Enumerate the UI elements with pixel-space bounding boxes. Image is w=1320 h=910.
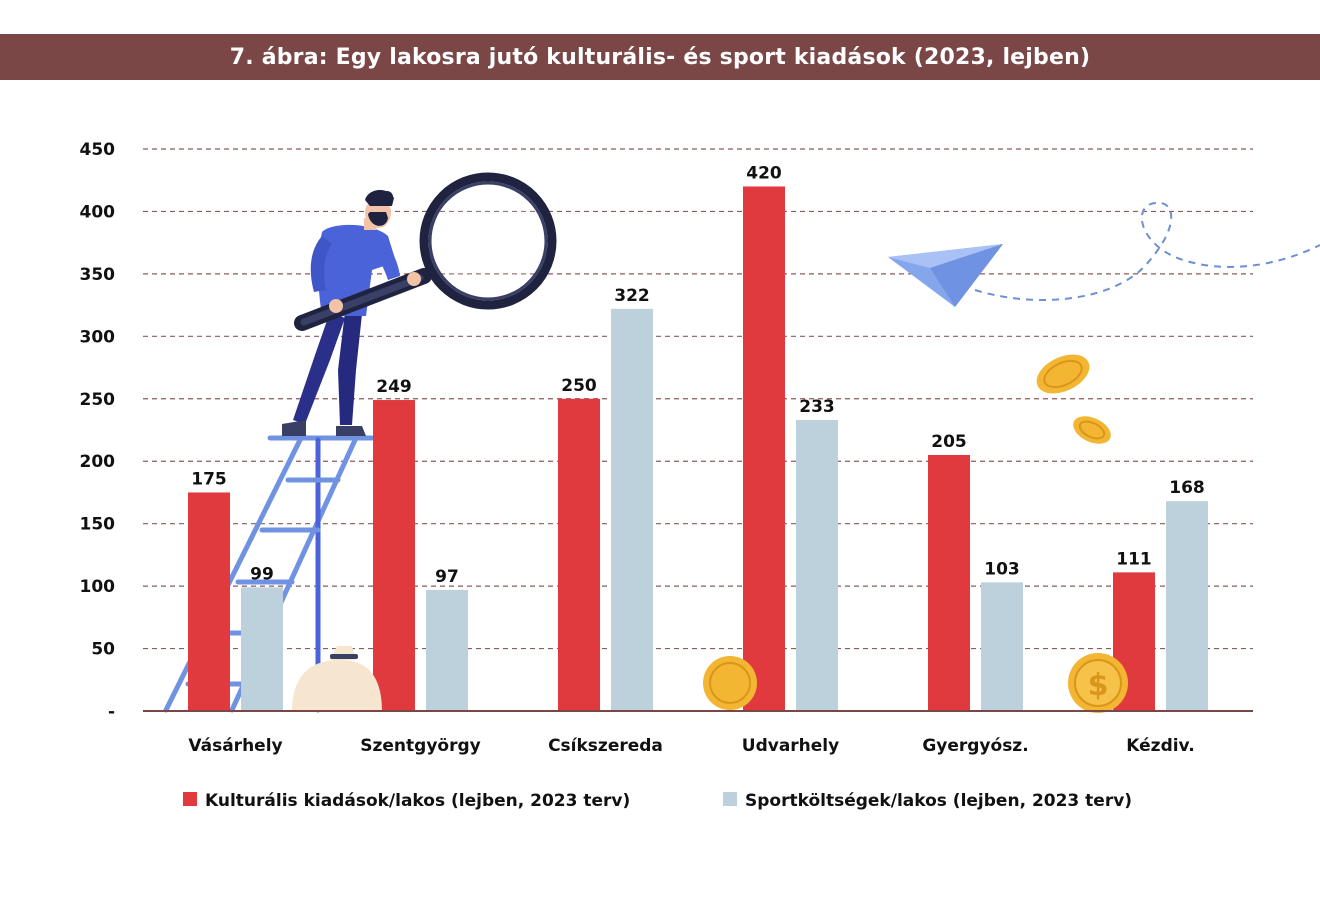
bar-cultural bbox=[558, 398, 600, 711]
data-label: 99 bbox=[250, 564, 274, 584]
legend-label-cultural: Kulturális kiadások/lakos (lejben, 2023 … bbox=[205, 791, 630, 811]
y-tick-label: 250 bbox=[80, 390, 116, 410]
data-label: 111 bbox=[1116, 549, 1152, 569]
bar-sport bbox=[241, 587, 283, 711]
dashed-path-icon bbox=[974, 201, 1320, 301]
person-with-magnifier-icon bbox=[282, 172, 557, 436]
y-tick-label: 100 bbox=[80, 577, 116, 597]
data-label: 233 bbox=[799, 397, 835, 417]
x-tick-label: Udvarhely bbox=[742, 736, 839, 756]
coin-icon bbox=[1073, 416, 1111, 444]
coin-icon bbox=[1036, 354, 1090, 394]
data-label: 175 bbox=[191, 469, 227, 489]
y-tick-label: - bbox=[108, 702, 115, 722]
bar-sport bbox=[981, 582, 1023, 711]
data-label: 205 bbox=[931, 432, 967, 452]
y-tick-label: 300 bbox=[80, 327, 116, 347]
y-tick-label: 450 bbox=[80, 140, 116, 160]
money-bag-icon bbox=[292, 646, 382, 712]
bar-cultural bbox=[373, 400, 415, 711]
bar-cultural bbox=[928, 454, 970, 711]
legend-swatch-cultural bbox=[183, 792, 197, 806]
y-tick-label: 150 bbox=[80, 515, 116, 535]
coin-icon bbox=[703, 656, 757, 710]
bars bbox=[188, 186, 1208, 711]
chart-title: 7. ábra: Egy lakosra jutó kulturális- és… bbox=[229, 44, 1091, 70]
y-tick-label: 50 bbox=[91, 640, 115, 660]
bar-sport bbox=[611, 308, 653, 711]
svg-text:$: $ bbox=[1088, 668, 1109, 703]
x-tick-label: Csíkszereda bbox=[548, 736, 663, 756]
data-label: 420 bbox=[746, 163, 782, 183]
data-label: 250 bbox=[561, 376, 597, 396]
dollar-coin-icon: $ bbox=[1068, 653, 1128, 713]
legend-label-sport: Sportköltségek/lakos (lejben, 2023 terv) bbox=[745, 791, 1132, 811]
title-bar: 7. ábra: Egy lakosra jutó kulturális- és… bbox=[0, 34, 1320, 80]
bar-sport bbox=[796, 420, 838, 711]
x-tick-label: Kézdiv. bbox=[1126, 736, 1194, 756]
data-label: 103 bbox=[984, 559, 1020, 579]
data-label: 322 bbox=[614, 286, 650, 306]
legend-swatch-sport bbox=[723, 792, 737, 806]
y-tick-label: 400 bbox=[80, 202, 116, 222]
paper-plane-icon bbox=[888, 244, 1003, 307]
data-label: 249 bbox=[376, 377, 412, 397]
bar-sport bbox=[426, 589, 468, 711]
value-labels: 175 99 249 97 250 322 420 233 205 103 111 168 bbox=[191, 163, 1205, 586]
x-tick-label: Vásárhely bbox=[188, 736, 282, 756]
axes: - 50 100 150 200 250 300 350 400 450 Vásárhely Szen… bbox=[80, 140, 1253, 756]
illustration-background bbox=[163, 201, 1320, 713]
legend: Kulturális kiadások/lakos (lejben, 2023 … bbox=[183, 791, 1132, 811]
illustration-foreground: $ bbox=[282, 172, 1128, 713]
bar-sport bbox=[1166, 501, 1208, 711]
x-tick-label: Gyergyósz. bbox=[922, 736, 1028, 756]
bar-cultural bbox=[188, 492, 230, 711]
y-tick-label: 200 bbox=[80, 452, 116, 472]
data-label: 97 bbox=[435, 567, 459, 587]
data-label: 168 bbox=[1169, 478, 1205, 498]
y-tick-label: 350 bbox=[80, 265, 116, 285]
x-tick-label: Szentgyörgy bbox=[360, 736, 480, 756]
bar-cultural bbox=[743, 186, 785, 711]
